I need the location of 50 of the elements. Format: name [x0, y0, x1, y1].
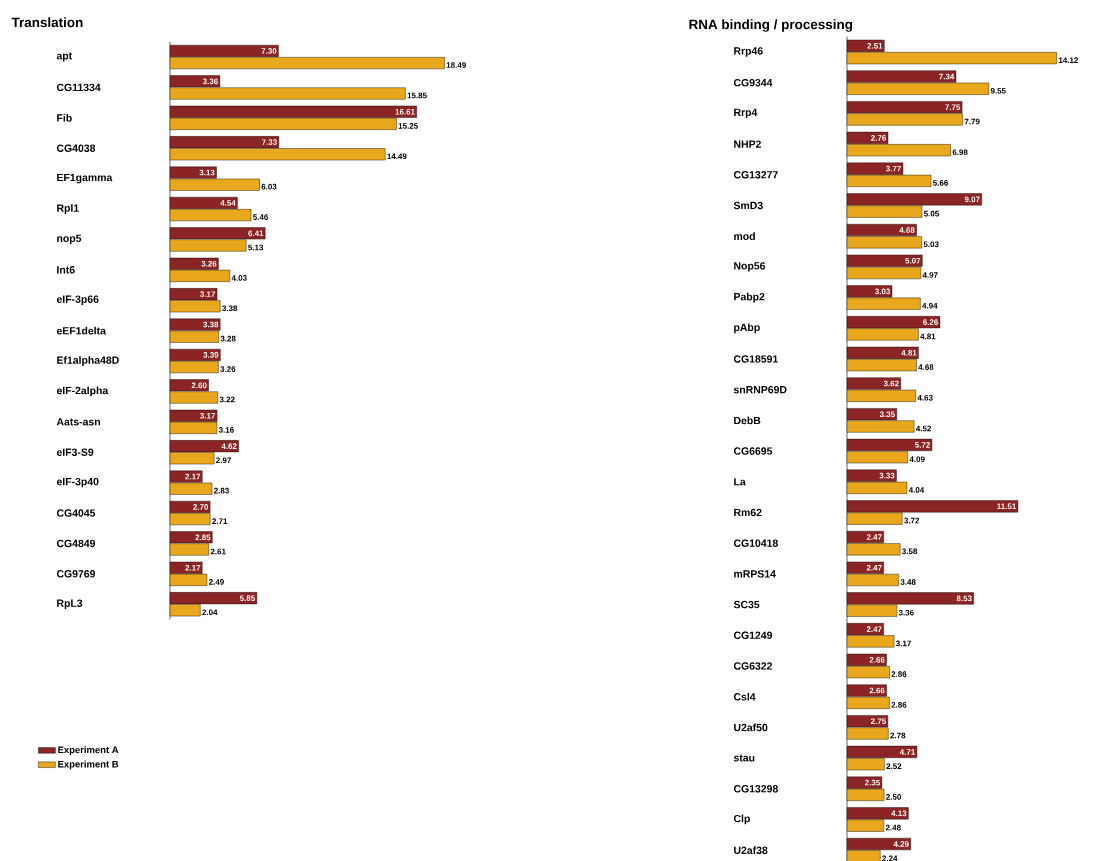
y-tick-label: CG4038 [56, 144, 96, 152]
y-tick-label: EF1gamma [57, 173, 113, 184]
y-tick-label: Aats-asn [56, 418, 100, 426]
y-tick-label: SC35 [733, 600, 760, 609]
y-tick-label: snRNP69D [733, 385, 787, 394]
y-tick-label: CG6695 [733, 447, 773, 455]
y-tick-label: RpL3 [57, 599, 83, 609]
y-tick-label: stau [733, 754, 755, 762]
y-tick-label: Pabp2 [734, 292, 765, 303]
y-tick-label: CG9769 [56, 570, 96, 578]
y-tick-label: SmD3 [733, 201, 763, 210]
y-tick-label: Csl4 [733, 692, 756, 701]
y-tick-label: CG4045 [56, 509, 96, 517]
y-tick-label: Ef1alpha48D [57, 356, 119, 366]
y-tick-label: DebB [734, 416, 761, 425]
y-tick-label: Rpl1 [57, 204, 79, 214]
y-tick-label: nop5 [57, 234, 82, 245]
y-tick-label: CG13277 [733, 171, 778, 179]
y-tick-label: U2af38 [734, 846, 768, 855]
y-tick-label: Int6 [57, 266, 75, 274]
y-tick-label: Clp [733, 814, 750, 825]
y-tick-label: Fib [57, 113, 72, 122]
y-tick-label: CG11334 [56, 83, 101, 92]
y-tick-label: NHP2 [734, 140, 761, 148]
y-tick-label: mRPS14 [734, 570, 776, 578]
y-tick-label: CG4849 [56, 539, 96, 548]
y-tick-label: CG1249 [733, 631, 773, 639]
y-tick-label: apt [56, 52, 73, 62]
y-tick-label: CG6322 [733, 662, 773, 670]
y-tick-label: CG10418 [733, 539, 778, 547]
legend-label: Experiment B [58, 760, 119, 770]
y-tick-label: eIF-3p66 [56, 295, 99, 305]
y-tick-label: U2af50 [734, 723, 768, 732]
y-tick-label: CG13298 [733, 785, 778, 793]
y-tick-label: La [734, 478, 746, 486]
y-tick-label: eIF-3p40 [56, 477, 99, 488]
y-tick-label: CG9344 [733, 78, 773, 87]
y-tick-label: Rm62 [734, 508, 762, 517]
chart-title: RNA binding / processing [689, 19, 853, 32]
y-tick-label: Nop56 [734, 262, 766, 272]
y-tick-label: eIF-2alpha [56, 386, 109, 397]
y-tick-label: Rrp4 [734, 108, 758, 119]
y-tick-label: mod [734, 232, 755, 241]
y-tick-label: pAbp [734, 323, 760, 334]
y-tick-label: eEF1delta [56, 326, 106, 335]
y-tick-label: CG18591 [733, 355, 778, 363]
legend-label: Experiment A [58, 746, 119, 756]
text: Translation [11, 17, 83, 28]
y-tick-label: Rrp46 [734, 47, 763, 57]
y-tick-label: eIF3-S9 [56, 448, 94, 456]
